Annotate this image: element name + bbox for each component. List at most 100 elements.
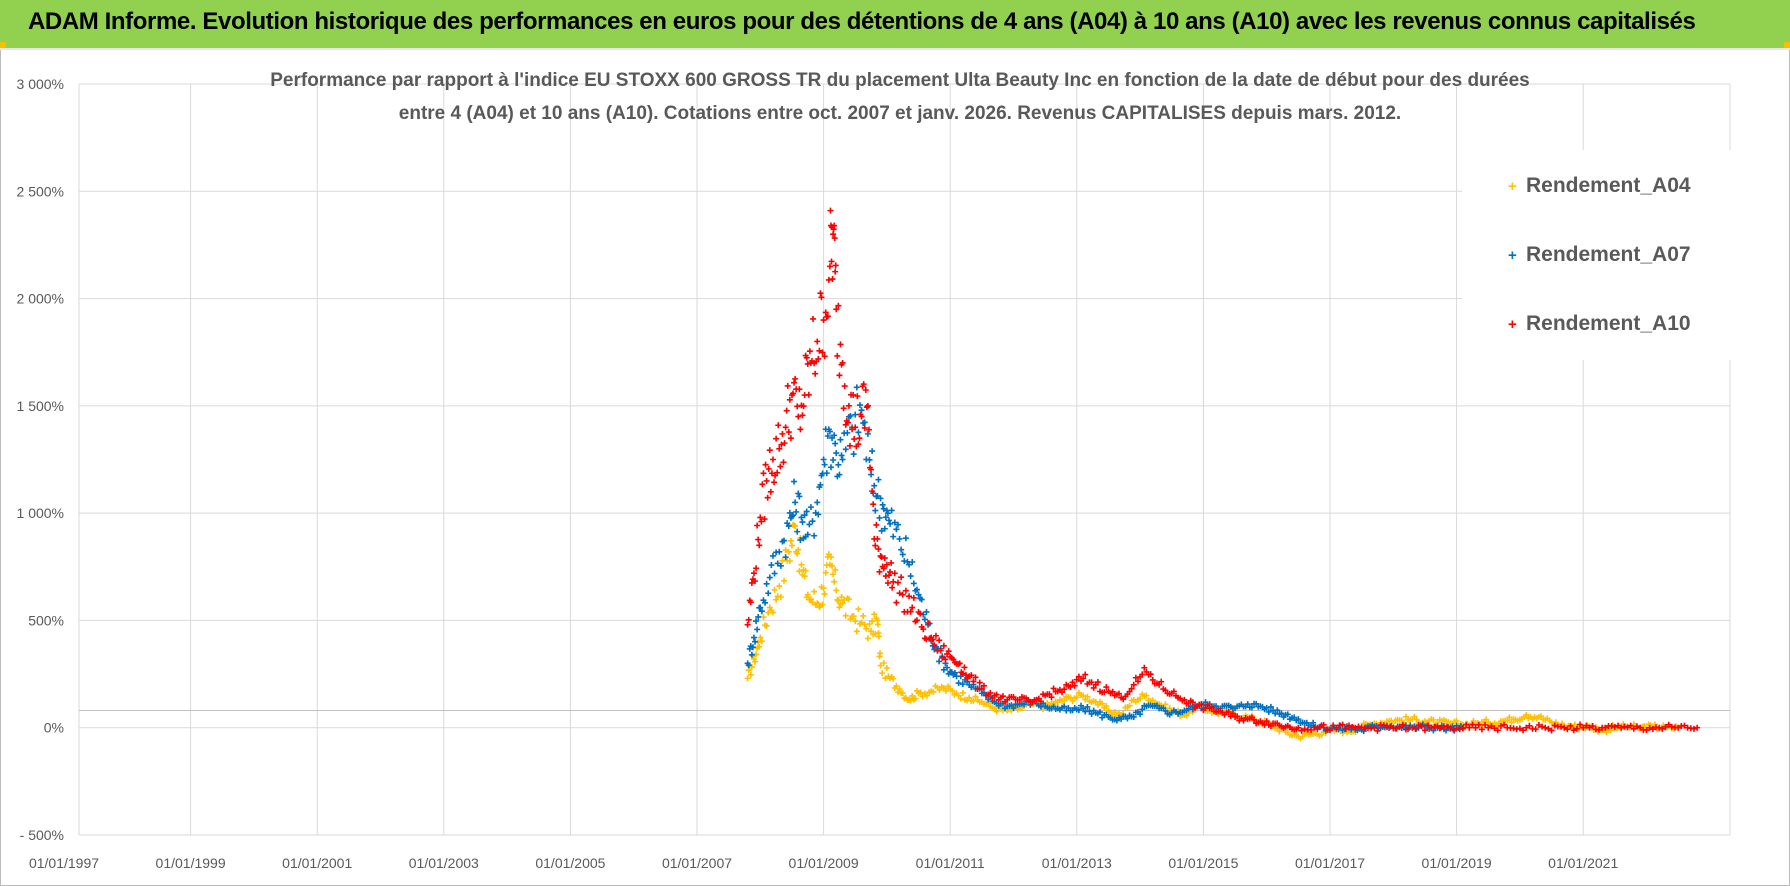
x-tick-label: 01/01/2019 xyxy=(1422,855,1492,871)
data-point-fill xyxy=(896,590,903,597)
data-point-fill xyxy=(749,652,756,659)
data-point-fill xyxy=(875,546,882,553)
data-point-fill xyxy=(845,596,852,603)
data-point-fill xyxy=(1037,698,1044,705)
data-point-fill xyxy=(861,424,868,431)
data-point-fill xyxy=(1463,721,1470,728)
data-point-fill xyxy=(809,518,816,525)
data-point xyxy=(1447,724,1454,731)
data-point xyxy=(944,664,951,671)
data-point-fill xyxy=(861,419,868,426)
data-point xyxy=(757,604,764,611)
data-point-fill xyxy=(1189,699,1196,706)
x-tick-label: 01/01/2009 xyxy=(789,855,859,871)
data-point-fill xyxy=(842,446,849,453)
data-point-fill xyxy=(1459,725,1466,732)
data-point-fill xyxy=(1132,674,1139,681)
data-point xyxy=(991,705,998,712)
data-point-fill xyxy=(1355,723,1362,730)
data-point-fill xyxy=(775,422,782,429)
data-point-fill xyxy=(836,471,843,478)
data-point xyxy=(845,402,852,409)
data-point-fill xyxy=(792,375,799,382)
x-tick-label: 01/01/2015 xyxy=(1168,855,1238,871)
data-point xyxy=(833,587,840,594)
data-point-fill xyxy=(755,536,762,543)
data-point xyxy=(1523,711,1530,718)
data-point-fill xyxy=(1491,725,1498,732)
data-point-fill xyxy=(1082,671,1089,678)
data-point-fill xyxy=(1615,722,1622,729)
data-point-fill xyxy=(755,613,762,620)
data-point-fill xyxy=(817,481,824,488)
data-point xyxy=(915,591,922,598)
data-point-fill xyxy=(819,349,826,356)
data-point-fill xyxy=(891,570,898,577)
x-tick-label: 01/01/2001 xyxy=(282,855,352,871)
data-point-fill xyxy=(1187,703,1194,710)
data-point-fill xyxy=(932,632,939,639)
data-point xyxy=(814,499,821,506)
data-point xyxy=(1295,724,1302,731)
data-point-fill xyxy=(957,695,964,702)
data-point-fill xyxy=(835,461,842,468)
banner-title: ADAM Informe. Evolution historique des p… xyxy=(28,8,1696,35)
data-point-fill xyxy=(949,687,956,694)
data-point-fill xyxy=(777,562,784,569)
y-tick-label: 1 000% xyxy=(17,505,64,521)
data-point-fill xyxy=(917,689,924,696)
data-point xyxy=(776,445,783,452)
data-point-fill xyxy=(968,672,975,679)
data-point xyxy=(814,338,821,345)
data-point-fill xyxy=(1126,702,1133,709)
data-point-fill xyxy=(807,504,814,511)
data-point-fill xyxy=(1478,726,1485,733)
data-point-fill xyxy=(864,430,871,437)
data-point-fill xyxy=(1267,703,1274,710)
data-point-fill xyxy=(862,386,869,393)
data-point xyxy=(1244,701,1251,708)
data-point-fill xyxy=(1586,724,1593,731)
data-point-fill xyxy=(766,447,773,454)
data-point-fill xyxy=(1545,725,1552,732)
data-point-fill xyxy=(816,347,823,354)
data-point-fill xyxy=(822,569,829,576)
data-point xyxy=(798,514,805,521)
data-point-fill xyxy=(899,690,906,697)
data-point-fill xyxy=(1475,721,1482,728)
banner-corner-left xyxy=(0,42,6,48)
data-point-fill xyxy=(831,578,838,585)
data-point-fill xyxy=(976,679,983,686)
data-point-fill xyxy=(758,608,765,615)
data-point-fill xyxy=(802,567,809,574)
data-point-fill xyxy=(805,391,812,398)
data-point-fill xyxy=(762,599,769,606)
data-point xyxy=(757,514,764,521)
data-point-fill xyxy=(793,508,800,515)
x-tick-label: 01/01/2005 xyxy=(535,855,605,871)
data-point xyxy=(792,523,799,530)
data-point-fill xyxy=(1412,725,1419,732)
data-point-fill xyxy=(847,616,854,623)
data-point-fill xyxy=(764,494,771,501)
data-point xyxy=(839,456,846,463)
data-point-fill xyxy=(945,648,952,655)
data-point-fill xyxy=(1380,722,1387,729)
data-point-fill xyxy=(869,618,876,625)
data-point xyxy=(877,553,884,560)
data-point-fill xyxy=(1497,723,1504,730)
data-point-fill xyxy=(1162,687,1169,694)
data-point xyxy=(792,499,799,506)
data-point-fill xyxy=(1342,725,1349,732)
data-point-fill xyxy=(1075,673,1082,680)
data-point-fill xyxy=(1116,690,1122,697)
data-point-fill xyxy=(758,518,765,525)
data-point-fill xyxy=(815,511,822,518)
data-point-fill xyxy=(866,456,873,463)
data-point-fill xyxy=(795,546,802,553)
data-point-fill xyxy=(899,551,906,558)
data-point xyxy=(757,634,764,641)
data-point-fill xyxy=(754,626,761,633)
data-point-fill xyxy=(824,432,831,439)
